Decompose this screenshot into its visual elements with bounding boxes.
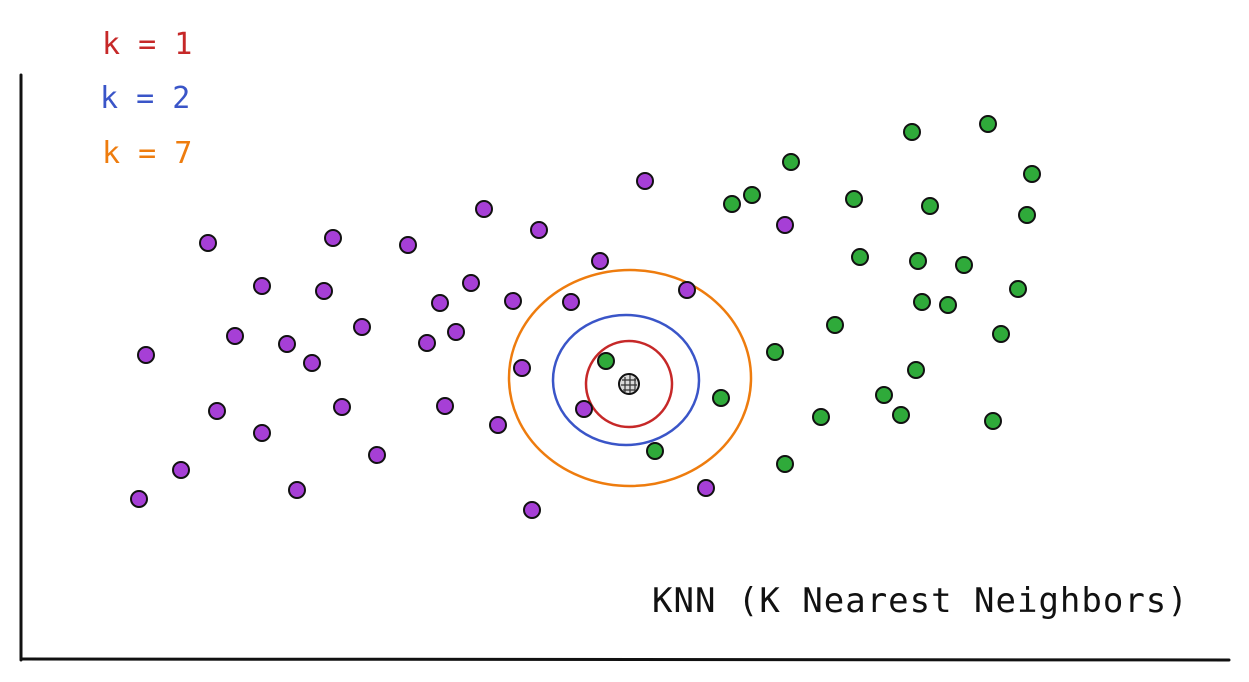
legend-k1: k = 1 bbox=[102, 27, 192, 62]
class-a-point bbox=[776, 216, 794, 234]
class-a-point bbox=[504, 292, 522, 310]
class-a-point bbox=[530, 221, 548, 239]
class-a-point bbox=[199, 234, 217, 252]
class-b-point bbox=[939, 296, 957, 314]
class-b-point bbox=[826, 316, 844, 334]
legend: k = 1 k = 2 k = 7 bbox=[100, 27, 192, 171]
class-a-point bbox=[253, 424, 271, 442]
class-a-point bbox=[636, 172, 654, 190]
class-b-point bbox=[921, 197, 939, 215]
class-b-point bbox=[712, 389, 730, 407]
diagram-title: KNN (K Nearest Neighbors) bbox=[652, 581, 1189, 621]
class-b-point bbox=[812, 408, 830, 426]
class-a-point bbox=[324, 229, 342, 247]
class-a-point bbox=[130, 490, 148, 508]
query-point bbox=[618, 373, 640, 395]
class-a-point bbox=[172, 461, 190, 479]
class-a-point bbox=[591, 252, 609, 270]
class-b-point bbox=[979, 115, 997, 133]
class-a-point bbox=[278, 335, 296, 353]
circle-k1 bbox=[584, 339, 674, 429]
class-a-point bbox=[303, 354, 321, 372]
class-a-point bbox=[436, 397, 454, 415]
class-a-point bbox=[253, 277, 271, 295]
class-a-point bbox=[523, 501, 541, 519]
class-a-point bbox=[208, 402, 226, 420]
class-a-point bbox=[475, 200, 493, 218]
class-b-point bbox=[1009, 280, 1027, 298]
class-a-point bbox=[353, 318, 371, 336]
class-b-point bbox=[766, 343, 784, 361]
class-a-point bbox=[368, 446, 386, 464]
class-b-point bbox=[782, 153, 800, 171]
class-b-point bbox=[646, 442, 664, 460]
class-a-point bbox=[678, 281, 696, 299]
legend-k2: k = 2 bbox=[100, 81, 190, 116]
class-a-point bbox=[697, 479, 715, 497]
class-a-point bbox=[513, 359, 531, 377]
class-b-point bbox=[903, 123, 921, 141]
class-b-point bbox=[984, 412, 1002, 430]
circle-k7 bbox=[507, 268, 753, 488]
class-b-point bbox=[743, 186, 761, 204]
class-b-point bbox=[909, 252, 927, 270]
class-b-point bbox=[955, 256, 973, 274]
class-a-point bbox=[489, 416, 507, 434]
class-b-point bbox=[913, 293, 931, 311]
class-a-point bbox=[562, 293, 580, 311]
class-a-point bbox=[288, 481, 306, 499]
circle-k2 bbox=[551, 313, 701, 447]
class-a-points bbox=[130, 172, 794, 519]
class-a-point bbox=[315, 282, 333, 300]
class-a-point bbox=[431, 294, 449, 312]
class-a-point bbox=[399, 236, 417, 254]
class-b-point bbox=[1018, 206, 1036, 224]
legend-k7: k = 7 bbox=[102, 136, 192, 171]
class-a-point bbox=[418, 334, 436, 352]
class-b-point bbox=[776, 455, 794, 473]
class-b-point bbox=[597, 352, 615, 370]
class-b-point bbox=[723, 195, 741, 213]
x-axis bbox=[19, 657, 1231, 662]
class-b-point bbox=[851, 248, 869, 266]
class-b-point bbox=[992, 325, 1010, 343]
class-b-point bbox=[875, 386, 893, 404]
class-b-point bbox=[1023, 165, 1041, 183]
class-b-points bbox=[597, 115, 1041, 473]
class-b-point bbox=[892, 406, 910, 424]
class-a-point bbox=[462, 274, 480, 292]
neighborhood-circles bbox=[507, 268, 753, 488]
class-a-point bbox=[226, 327, 244, 345]
class-a-point bbox=[333, 398, 351, 416]
class-b-point bbox=[907, 361, 925, 379]
class-b-point bbox=[845, 190, 863, 208]
class-a-point bbox=[447, 323, 465, 341]
class-a-point bbox=[575, 400, 593, 418]
class-a-point bbox=[137, 346, 155, 364]
